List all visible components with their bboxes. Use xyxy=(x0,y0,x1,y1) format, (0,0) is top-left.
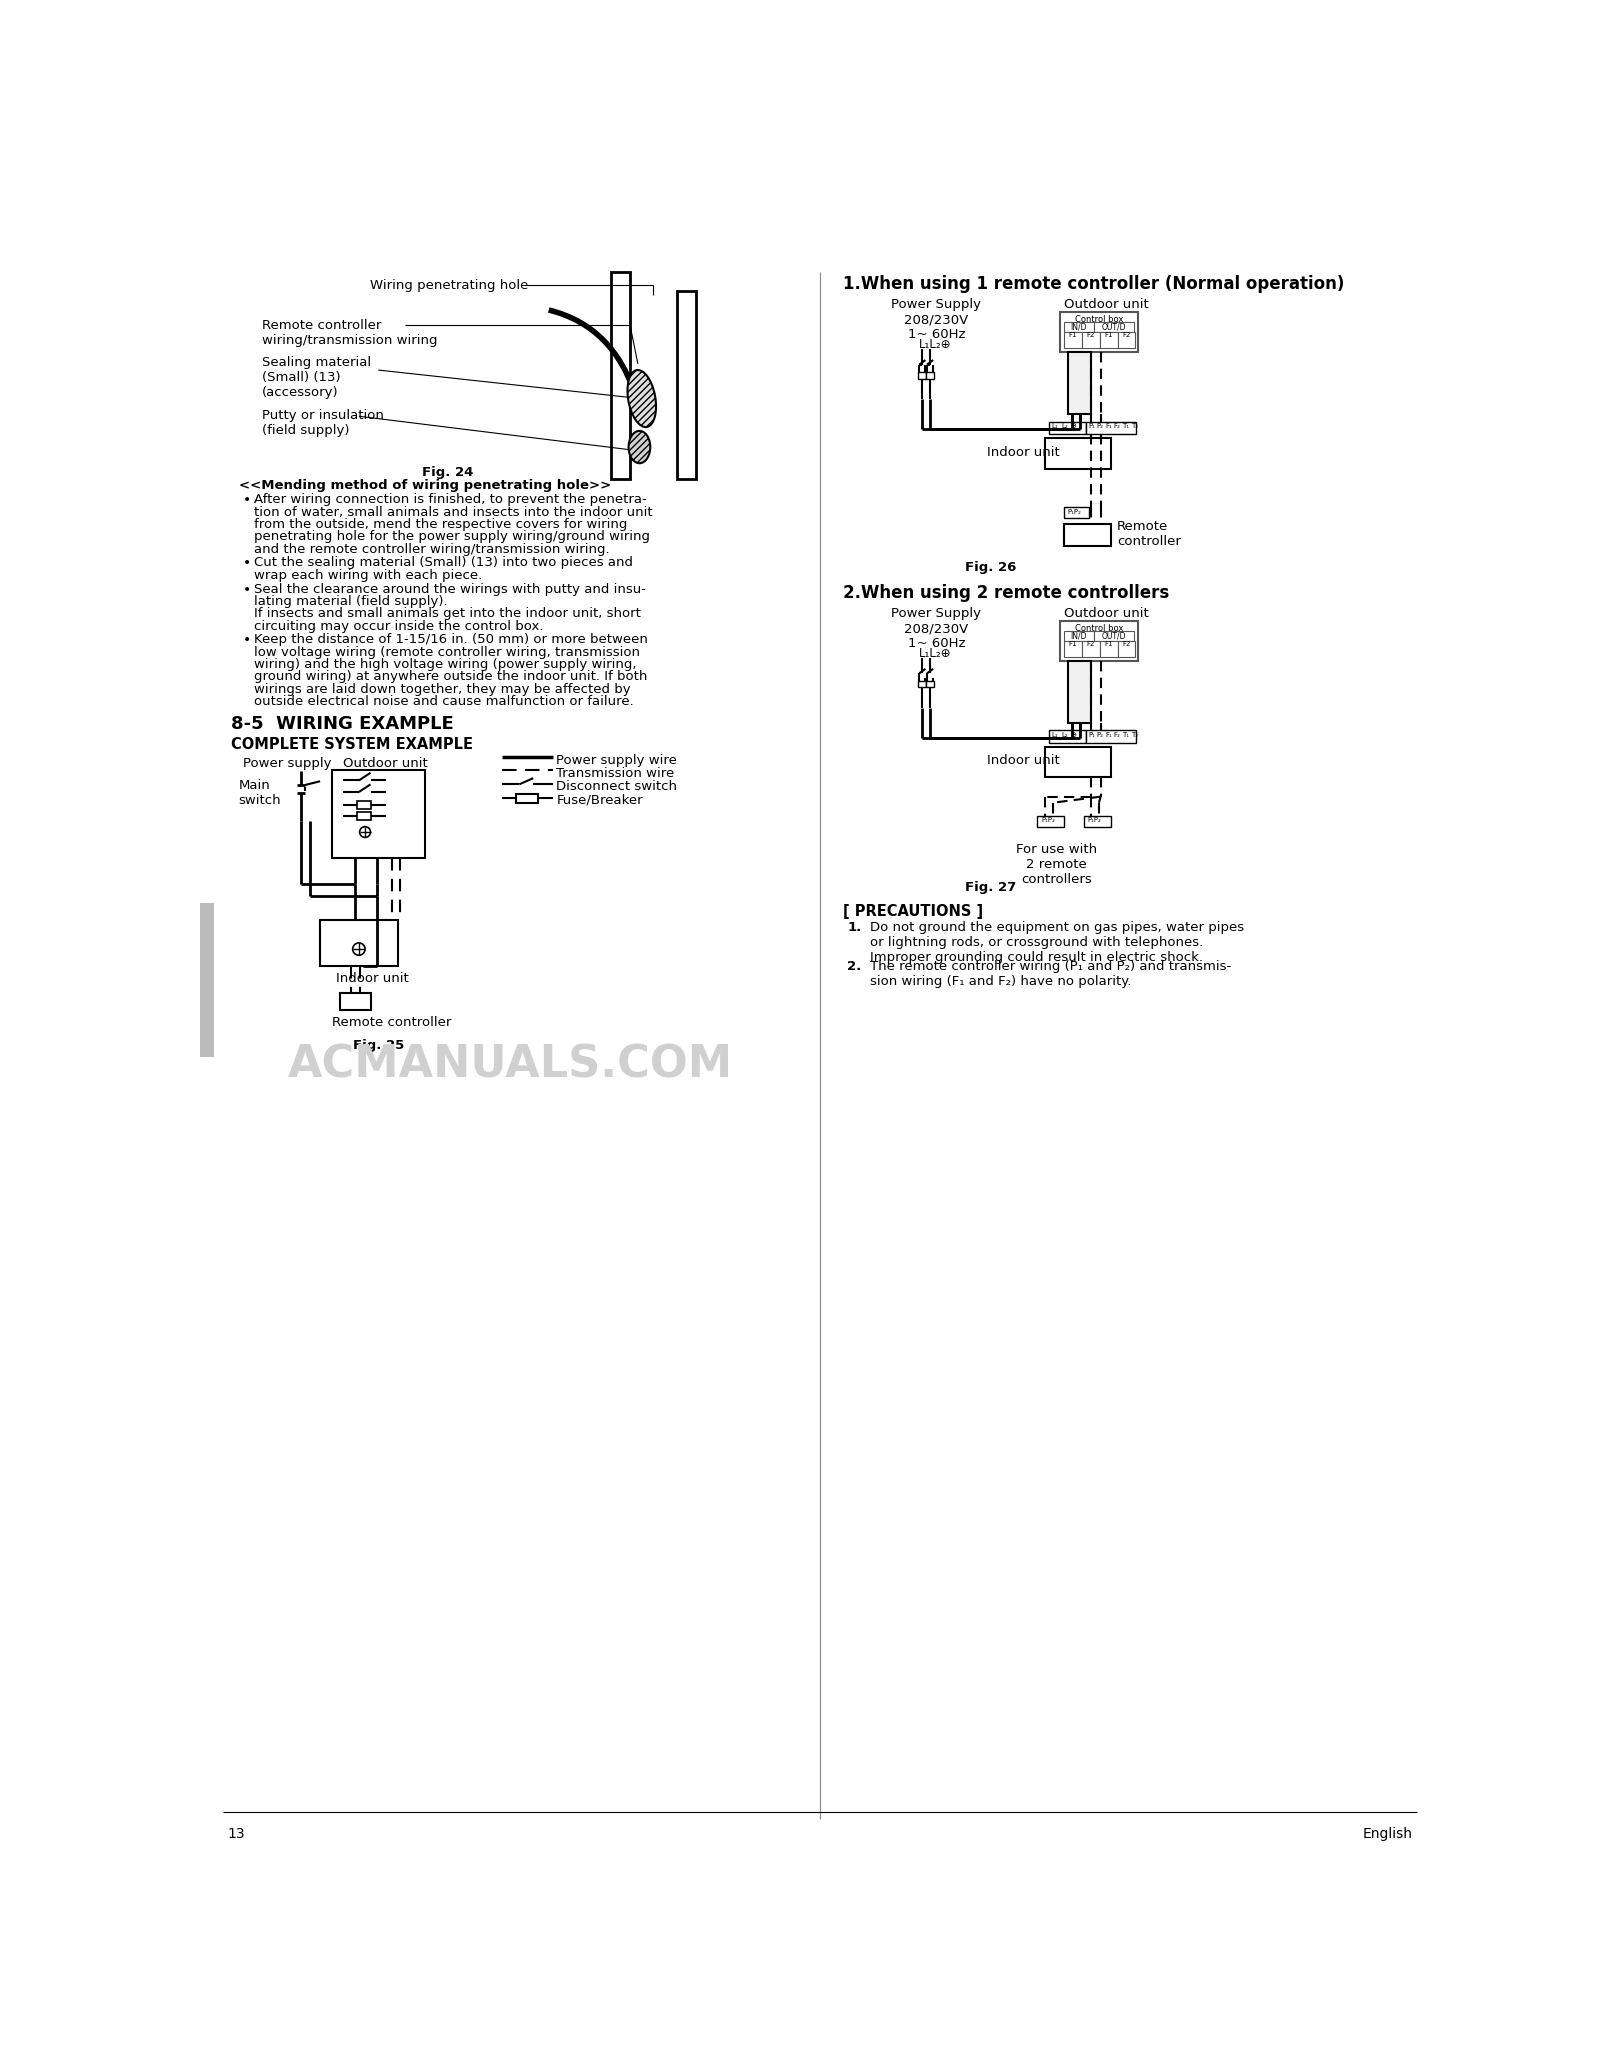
Text: Indoor unit: Indoor unit xyxy=(336,973,408,985)
Text: •: • xyxy=(243,633,251,648)
Bar xyxy=(331,770,424,859)
Text: ⊕: ⊕ xyxy=(1070,733,1077,739)
Text: Transmission wire: Transmission wire xyxy=(557,766,675,780)
Text: Seal the clearance around the wirings with putty and insu-: Seal the clearance around the wirings wi… xyxy=(254,582,646,596)
Bar xyxy=(1064,333,1082,348)
Text: •: • xyxy=(243,493,251,507)
Bar xyxy=(1099,333,1118,348)
Bar xyxy=(1061,621,1138,660)
Text: Remote controller
wiring/transmission wiring: Remote controller wiring/transmission wi… xyxy=(262,319,437,348)
Text: Fuse/Breaker: Fuse/Breaker xyxy=(557,793,643,807)
Text: T₂: T₂ xyxy=(1131,733,1138,739)
Text: P₁P₂: P₁P₂ xyxy=(1088,818,1101,824)
Bar xyxy=(1083,816,1110,826)
Text: IN/D: IN/D xyxy=(1070,323,1086,331)
Text: T₁: T₁ xyxy=(1122,422,1130,428)
Text: tion of water, small animals and insects into the indoor unit: tion of water, small animals and insects… xyxy=(254,505,653,520)
Text: L₁: L₁ xyxy=(1051,733,1058,739)
Text: Fig. 24: Fig. 24 xyxy=(422,466,474,478)
Text: COMPLETE SYSTEM EXAMPLE: COMPLETE SYSTEM EXAMPLE xyxy=(230,737,474,751)
Ellipse shape xyxy=(627,371,656,426)
Text: Fig. 27: Fig. 27 xyxy=(965,882,1016,894)
Text: outside electrical noise and cause malfunction or failure.: outside electrical noise and cause malfu… xyxy=(254,696,634,708)
Text: •: • xyxy=(243,582,251,596)
Text: <<Mending method of wiring penetrating hole>>: <<Mending method of wiring penetrating h… xyxy=(238,480,611,493)
Bar xyxy=(357,801,371,809)
Text: 8-5  WIRING EXAMPLE: 8-5 WIRING EXAMPLE xyxy=(230,714,454,733)
Text: L₁L₂⊕: L₁L₂⊕ xyxy=(918,648,952,660)
Text: T₁: T₁ xyxy=(1122,733,1130,739)
Text: and the remote controller wiring/transmission wiring.: and the remote controller wiring/transmi… xyxy=(254,542,610,555)
Text: F₁: F₁ xyxy=(1106,422,1112,428)
Text: The remote controller wiring (P₁ and P₂) and transmis-
sion wiring (F₁ and F₂) h: The remote controller wiring (P₁ and P₂)… xyxy=(870,960,1232,987)
Text: Disconnect switch: Disconnect switch xyxy=(557,780,677,793)
Bar xyxy=(1093,323,1134,333)
Text: L₂: L₂ xyxy=(1061,733,1067,739)
Text: Keep the distance of 1-15/16 in. (50 mm) or more between: Keep the distance of 1-15/16 in. (50 mm)… xyxy=(254,633,648,646)
Text: from the outside, mend the respective covers for wiring: from the outside, mend the respective co… xyxy=(254,518,627,530)
Text: IN/D: IN/D xyxy=(1070,631,1086,640)
Text: lating material (field supply).: lating material (field supply). xyxy=(254,594,448,609)
Text: 1.When using 1 remote controller (Normal operation): 1.When using 1 remote controller (Normal… xyxy=(843,275,1344,294)
Text: T₂: T₂ xyxy=(1131,422,1138,428)
Text: Indoor unit: Indoor unit xyxy=(987,445,1059,460)
Text: OUT/D: OUT/D xyxy=(1101,631,1126,640)
Bar xyxy=(1069,352,1091,414)
Text: P₁P₂: P₁P₂ xyxy=(1067,509,1082,515)
Text: F2: F2 xyxy=(1122,333,1130,337)
Text: 13: 13 xyxy=(227,1828,245,1840)
Bar xyxy=(1037,816,1064,826)
Bar xyxy=(320,919,398,967)
Text: wrap each wiring with each piece.: wrap each wiring with each piece. xyxy=(254,569,483,582)
Bar xyxy=(1061,313,1138,352)
Text: Remote
controller: Remote controller xyxy=(1117,520,1181,549)
Text: P₁: P₁ xyxy=(1088,733,1094,739)
Bar xyxy=(1093,631,1134,642)
Text: P₂: P₂ xyxy=(1096,733,1104,739)
Bar xyxy=(611,271,630,480)
Text: ACMANUALS.COM: ACMANUALS.COM xyxy=(288,1043,733,1087)
Bar xyxy=(1064,524,1110,546)
Text: [ PRECAUTIONS ]: [ PRECAUTIONS ] xyxy=(843,905,984,919)
Text: Do not ground the equipment on gas pipes, water pipes
or lightning rods, or cros: Do not ground the equipment on gas pipes… xyxy=(870,921,1245,965)
Bar xyxy=(339,994,371,1010)
Bar xyxy=(200,903,214,1058)
Bar xyxy=(1117,333,1136,348)
Text: F2: F2 xyxy=(1122,642,1130,648)
Text: ⊕: ⊕ xyxy=(1070,422,1077,428)
Text: English: English xyxy=(1363,1828,1413,1840)
Bar xyxy=(1117,642,1136,656)
Text: P₂: P₂ xyxy=(1096,422,1104,428)
Text: Power Supply
208/230V
1~ 60Hz: Power Supply 208/230V 1~ 60Hz xyxy=(891,607,981,650)
Bar xyxy=(918,681,926,687)
Bar xyxy=(1045,439,1110,468)
Bar xyxy=(1045,747,1110,778)
Bar xyxy=(918,373,926,379)
Text: Remote controller: Remote controller xyxy=(331,1016,451,1029)
Bar xyxy=(1048,731,1086,743)
Text: Sealing material
(Small) (13)
(accessory): Sealing material (Small) (13) (accessory… xyxy=(262,356,371,400)
Text: F₂: F₂ xyxy=(1114,733,1120,739)
Text: For use with
2 remote
controllers: For use with 2 remote controllers xyxy=(1016,842,1098,886)
Text: F1: F1 xyxy=(1104,642,1112,648)
Text: 2.When using 2 remote controllers: 2.When using 2 remote controllers xyxy=(843,584,1170,602)
Text: Fig. 26: Fig. 26 xyxy=(965,561,1016,573)
Text: Power supply: Power supply xyxy=(243,758,331,770)
Text: If insects and small animals get into the indoor unit, short: If insects and small animals get into th… xyxy=(254,607,642,621)
Text: Indoor unit: Indoor unit xyxy=(987,753,1059,768)
Text: 2.: 2. xyxy=(846,960,861,973)
Text: Wiring penetrating hole: Wiring penetrating hole xyxy=(371,279,530,292)
Bar xyxy=(1064,507,1090,518)
Bar xyxy=(926,681,934,687)
Text: OUT/D: OUT/D xyxy=(1101,323,1126,331)
Text: Outdoor unit: Outdoor unit xyxy=(344,758,429,770)
Text: P₁P₂: P₁P₂ xyxy=(1042,818,1054,824)
Text: ground wiring) at anywhere outside the indoor unit. If both: ground wiring) at anywhere outside the i… xyxy=(254,671,648,683)
Text: 1.: 1. xyxy=(846,921,861,934)
Text: Outdoor unit: Outdoor unit xyxy=(1064,607,1149,621)
Bar xyxy=(1086,422,1136,435)
Text: Cut the sealing material (Small) (13) into two pieces and: Cut the sealing material (Small) (13) in… xyxy=(254,557,634,569)
Text: F1: F1 xyxy=(1069,642,1077,648)
Text: Control box: Control box xyxy=(1075,625,1123,633)
Text: low voltage wiring (remote controller wiring, transmission: low voltage wiring (remote controller wi… xyxy=(254,646,640,658)
